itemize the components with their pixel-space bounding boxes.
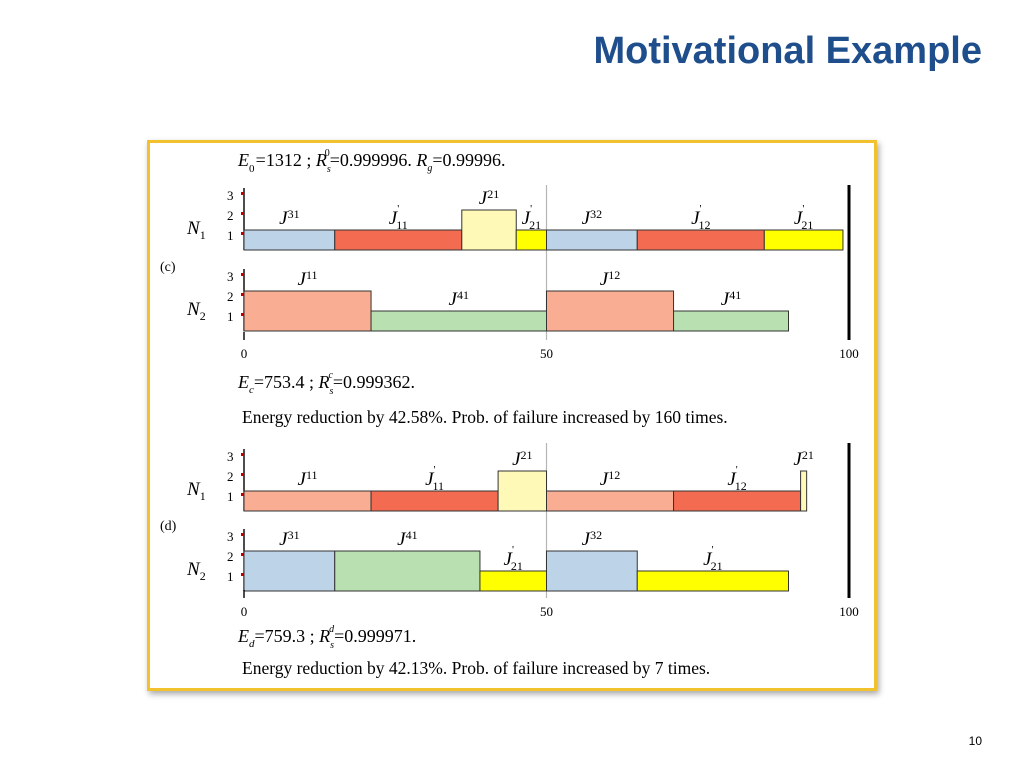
energy-result: Ec=753.4 ; Rsc=0.999362. [237,370,415,397]
level-tick-label: 1 [227,569,234,584]
schedule-panel: (c) N1 1 2 3 J31 J' 11 J21 J' 21 J32 J' 12 J' 21 N2 1 2 3 J1… [160,185,859,427]
level-tick [241,573,244,576]
task-label: J11 [298,268,318,290]
task-label: J41 [449,288,469,310]
task-bar [546,290,675,332]
node-label: N1 [186,479,206,503]
level-tick-label: 2 [227,208,234,223]
reduction-summary: Energy reduction by 42.13%. Prob. of fai… [242,658,710,678]
task-label: J' 12 [691,203,710,232]
task-bar [546,490,675,512]
task-bar [243,550,336,592]
level-tick [241,473,244,476]
task-bar [546,229,638,251]
level-tick [241,313,244,316]
time-tick-label: 50 [540,346,553,361]
task-label: J12 [600,468,620,490]
task-bar [763,229,844,251]
level-tick-label: 3 [227,529,234,544]
task-label: J' 21 [504,544,523,573]
slide-title: Motivational Example [593,30,982,72]
task-label: J41 [397,528,417,550]
task-bar [370,490,499,512]
task-bar [243,290,372,332]
task-bar [461,209,517,251]
task-label: J21 [793,448,813,470]
task-bar [636,570,789,592]
task-label: J' 21 [703,544,722,573]
level-tick-label: 1 [227,309,234,324]
level-tick-label: 3 [227,449,234,464]
panel-label: (d) [160,519,177,534]
task-bar [370,310,547,332]
task-bar [497,470,548,512]
time-tick-label: 0 [241,604,248,619]
level-tick [241,533,244,536]
task-label: J32 [582,207,602,229]
energy-result: Ed=759.3 ; Rsd=0.999971. [237,624,416,651]
level-tick [241,293,244,296]
task-bar [243,490,372,512]
level-tick-label: 2 [227,469,234,484]
reduction-summary: Energy reduction by 42.58%. Prob. of fai… [242,407,728,427]
task-label: J' 11 [425,464,444,493]
level-tick [241,273,244,276]
level-tick-label: 3 [227,188,234,203]
energy-header: E0 =1312 ; Rs0=0.999996. Rg=0.99996. [237,148,506,175]
task-bar [546,550,638,592]
level-tick [241,192,244,195]
task-bar [800,470,808,512]
time-tick-label: 0 [241,346,248,361]
task-bar [334,550,481,592]
task-label: J21 [512,448,532,470]
task-bar [673,310,789,332]
node-label: N2 [186,559,206,583]
time-tick-label: 100 [839,346,859,361]
task-label: J21 [479,187,499,209]
task-label: J' 21 [522,203,541,232]
task-label: J11 [298,468,318,490]
task-label: J12 [600,268,620,290]
time-tick-label: 50 [540,604,553,619]
task-bar [673,490,802,512]
level-tick [241,453,244,456]
task-label: J' 11 [389,203,408,232]
task-bar [515,229,547,251]
task-label: J41 [721,288,741,310]
level-tick [241,553,244,556]
node-label: N1 [186,218,206,242]
task-bar [479,570,548,592]
node-label: N2 [186,299,206,323]
task-label: J' 12 [727,464,746,493]
level-tick [241,493,244,496]
task-label: J32 [582,528,602,550]
task-bar [636,229,765,251]
task-bar [243,229,336,251]
task-bar [334,229,463,251]
panel-label: (c) [160,260,176,275]
level-tick [241,212,244,215]
task-label: J31 [279,528,299,550]
level-tick-label: 1 [227,489,234,504]
task-label: J' 21 [794,203,813,232]
page-number: 10 [968,734,982,748]
schedule-panel: (d) N1 1 2 3 J11 J' 11 J21 J12 J' 12 J21 N2 1 2 3 J31 J41 J… [160,443,859,678]
level-tick-label: 3 [227,269,234,284]
level-tick-label: 1 [227,228,234,243]
level-tick-label: 2 [227,549,234,564]
task-label: J31 [279,207,299,229]
level-tick [241,232,244,235]
level-tick-label: 2 [227,289,234,304]
time-tick-label: 100 [839,604,859,619]
